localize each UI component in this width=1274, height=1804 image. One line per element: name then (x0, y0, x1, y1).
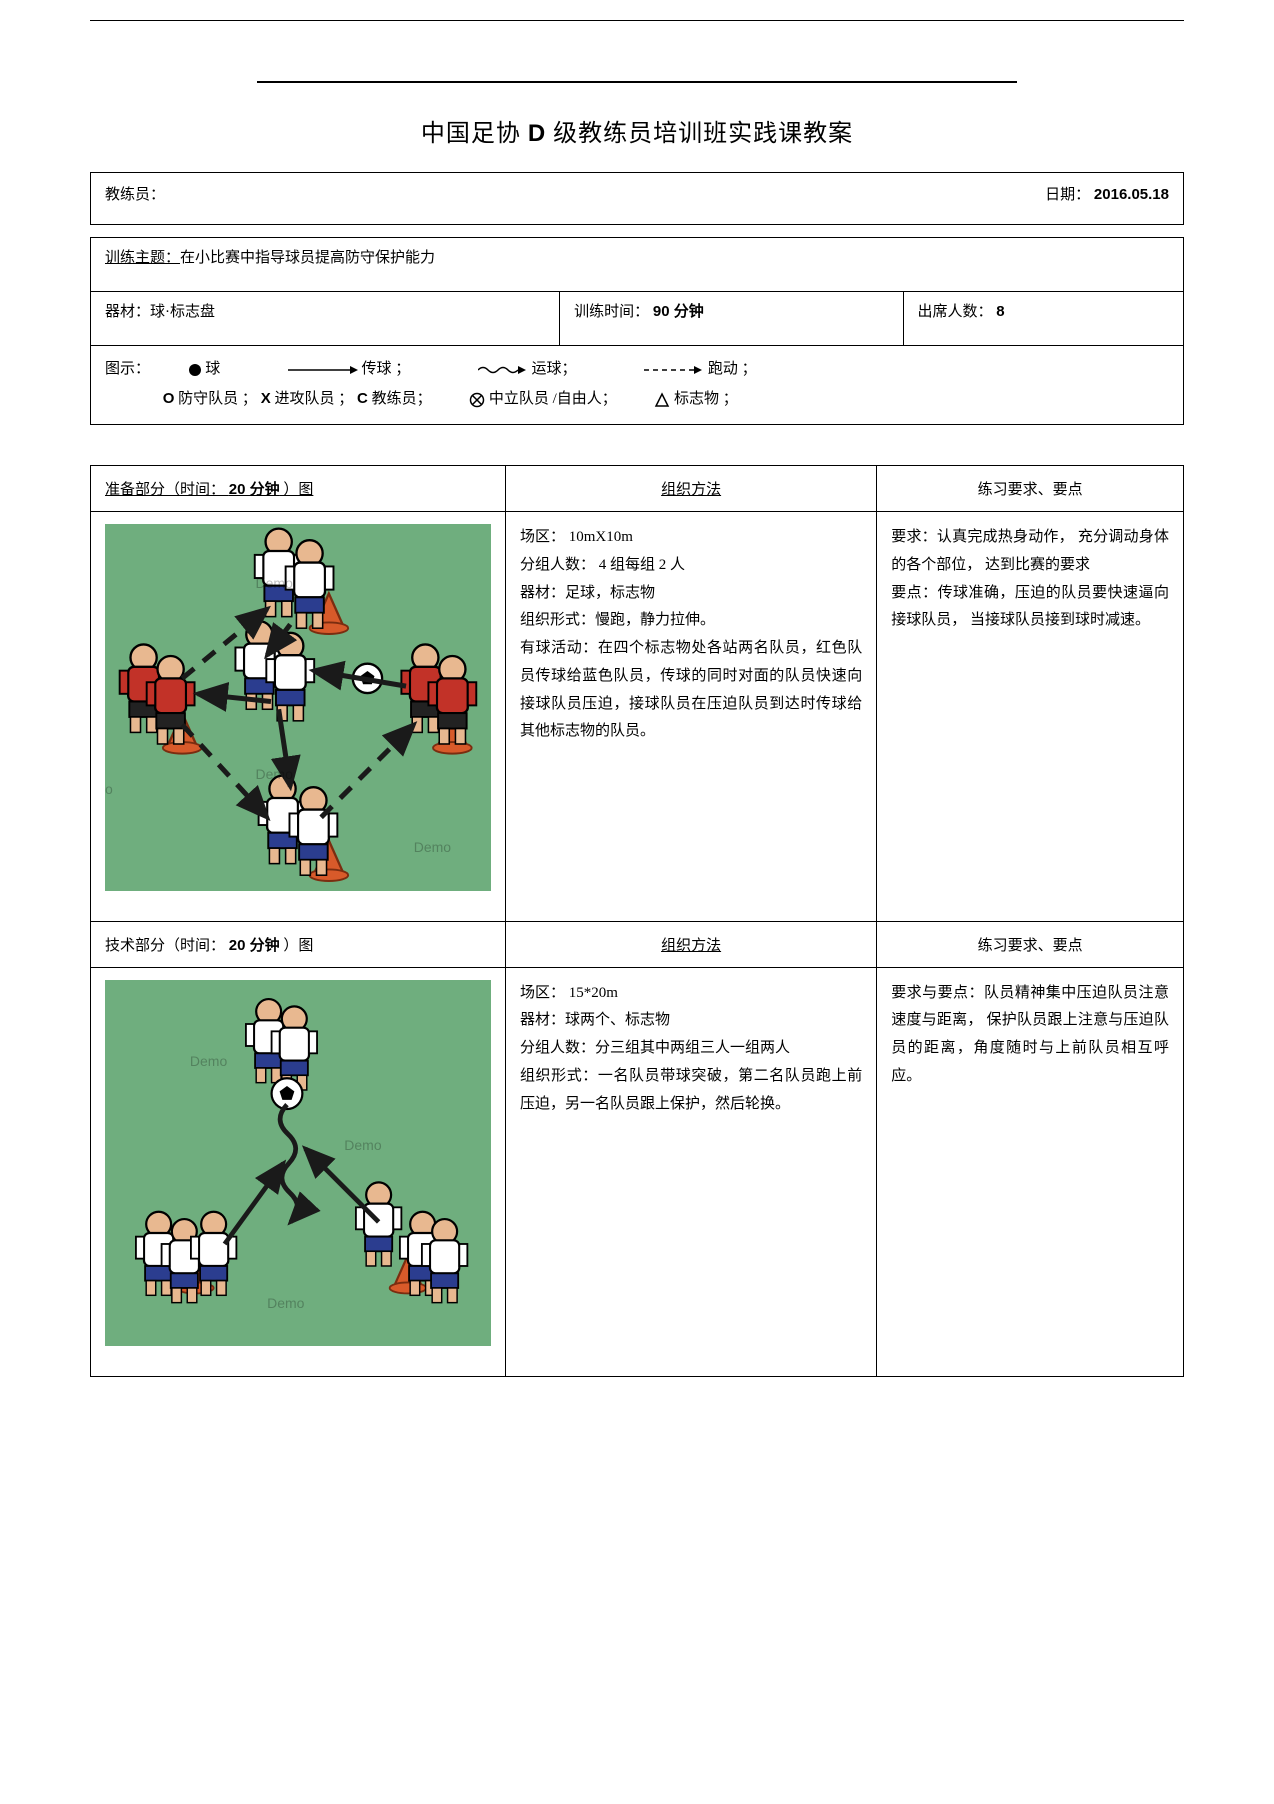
section2-method-header: 组织方法 (506, 922, 877, 968)
s1-req-hdr-text: 练习要求、要点 (978, 482, 1083, 498)
coach-label: 教练员： (105, 183, 1045, 204)
page-top-rule (90, 20, 1184, 21)
legend-ball: 球 (205, 361, 220, 377)
legend-defender: 防守队员 ； (174, 391, 257, 407)
section2-body-row: DemoDemoDemo 场区： 15*20m器材：球两个、标志物分组人数：分三… (91, 968, 1183, 1377)
legend-pass: 传球 ； (362, 361, 411, 377)
training-time-cell: 训练时间： 90 分钟 (560, 292, 903, 345)
section2-img-header: 技术部分（时间： 20 分钟 ）图 (91, 922, 506, 968)
marker-icon (654, 392, 670, 408)
section1-req-body: 要求：认真完成热身动作， 充分调动身体的各个部位， 达到比赛的要求要点：传球准确… (877, 512, 1183, 922)
dribble-arrow-icon (478, 364, 528, 376)
s2-hdr-suffix: ）图 (280, 938, 314, 954)
subject-value: 在小比赛中指导球员提高防守保护能力 (180, 250, 435, 266)
document-title: 中国足协 D 级教练员培训班实践课教案 (90, 113, 1184, 148)
title-rule (257, 81, 1017, 83)
date-field: 日期： 2016.05.18 (1045, 183, 1169, 204)
header-box: 教练员： 日期： 2016.05.18 (90, 172, 1184, 225)
legend-X: X (261, 390, 271, 407)
section1-body-row: DemooDemoDemo 场区： 10mX10m分组人数： 4 组每组 2 人… (91, 512, 1183, 922)
legend-marker: 标志物 ； (674, 391, 738, 407)
time-label: 训练时间： (574, 304, 653, 320)
legend-run: 跑动 ； (708, 361, 757, 377)
s2-hdr-time: 20 分钟 (229, 937, 280, 954)
run-arrow-icon (644, 364, 704, 376)
legend-C: C (357, 390, 368, 407)
date-value: 2016.05.18 (1094, 186, 1169, 203)
title-prefix: 中国足协 (421, 121, 528, 147)
subject-row: 训练主题：在小比赛中指导球员提高防守保护能力 (91, 238, 1183, 292)
title-latin: D (528, 120, 546, 147)
legend-attacker: 进攻队员 ； (271, 391, 354, 407)
s1-hdr-prefix: 准备部分（时间： (105, 482, 229, 498)
main-table: 准备部分（时间： 20 分钟 ）图 组织方法 练习要求、要点 (90, 465, 1184, 1377)
section2-req-header: 练习要求、要点 (877, 922, 1183, 968)
section2-diagram-cell: DemoDemoDemo (91, 968, 506, 1377)
section1-diagram-cell: DemooDemoDemo (91, 512, 506, 922)
s2-hdr-prefix: 技术部分（时间： (105, 938, 229, 954)
section2-header-row: 技术部分（时间： 20 分钟 ）图 组织方法 练习要求、要点 (91, 922, 1183, 968)
section2-method-body: 场区： 15*20m器材：球两个、标志物分组人数：分三组其中两组三人一组两人组织… (506, 968, 877, 1377)
legend-coach: 教练员； (368, 391, 432, 407)
s2-method-hdr-text: 组织方法 (661, 938, 721, 954)
section1-method-header: 组织方法 (506, 466, 877, 512)
s1-hdr-suffix: ）图 (280, 482, 314, 498)
subject-box: 训练主题：在小比赛中指导球员提高防守保护能力 器材：球·标志盘 训练时间： 90… (90, 237, 1184, 425)
section1-req-header: 练习要求、要点 (877, 466, 1183, 512)
legend-heading: 图示： (105, 361, 150, 377)
section-header-row: 准备部分（时间： 20 分钟 ）图 组织方法 练习要求、要点 (91, 466, 1183, 512)
legend-neutral: 中立队员 /自由人； (489, 391, 617, 407)
s2-req-hdr-text: 练习要求、要点 (978, 938, 1083, 954)
attendance-value: 8 (996, 303, 1004, 320)
equipment-cell: 器材：球·标志盘 (91, 292, 560, 345)
section2-diagram: DemoDemoDemo (105, 980, 491, 1347)
equipment-value: 球·标志盘 (150, 304, 215, 320)
title-suffix: 级教练员培训班实践课教案 (546, 121, 853, 147)
date-label: 日期： (1045, 187, 1094, 203)
attendance-label: 出席人数： (918, 304, 997, 320)
equipment-label: 器材： (105, 304, 150, 320)
legend-row: 图示： 球 传球 ； 运球； 跑动 ； O 防守队员 ； X 进攻队员 ； C … (91, 346, 1183, 424)
attendance-cell: 出席人数： 8 (904, 292, 1184, 345)
neutral-icon (469, 392, 485, 408)
ball-icon (188, 363, 202, 377)
section1-img-header: 准备部分（时间： 20 分钟 ）图 (91, 466, 506, 512)
pass-arrow-icon (288, 364, 358, 376)
time-value: 90 分钟 (653, 303, 704, 320)
section1-diagram: DemooDemoDemo (105, 524, 491, 891)
s1-hdr-time: 20 分钟 (229, 481, 280, 498)
section2-req-body: 要求与要点：队员精神集中压迫队员注意速度与距离， 保护队员跟上注意与压迫队员的距… (877, 968, 1183, 1377)
legend-dribble: 运球； (532, 361, 577, 377)
section1-method-body: 场区： 10mX10m分组人数： 4 组每组 2 人器材：足球，标志物组织形式：… (506, 512, 877, 922)
subject-label: 训练主题： (105, 250, 180, 266)
equipment-row: 器材：球·标志盘 训练时间： 90 分钟 出席人数： 8 (91, 292, 1183, 346)
legend-O: O (163, 390, 175, 407)
s1-method-hdr-text: 组织方法 (661, 482, 721, 498)
